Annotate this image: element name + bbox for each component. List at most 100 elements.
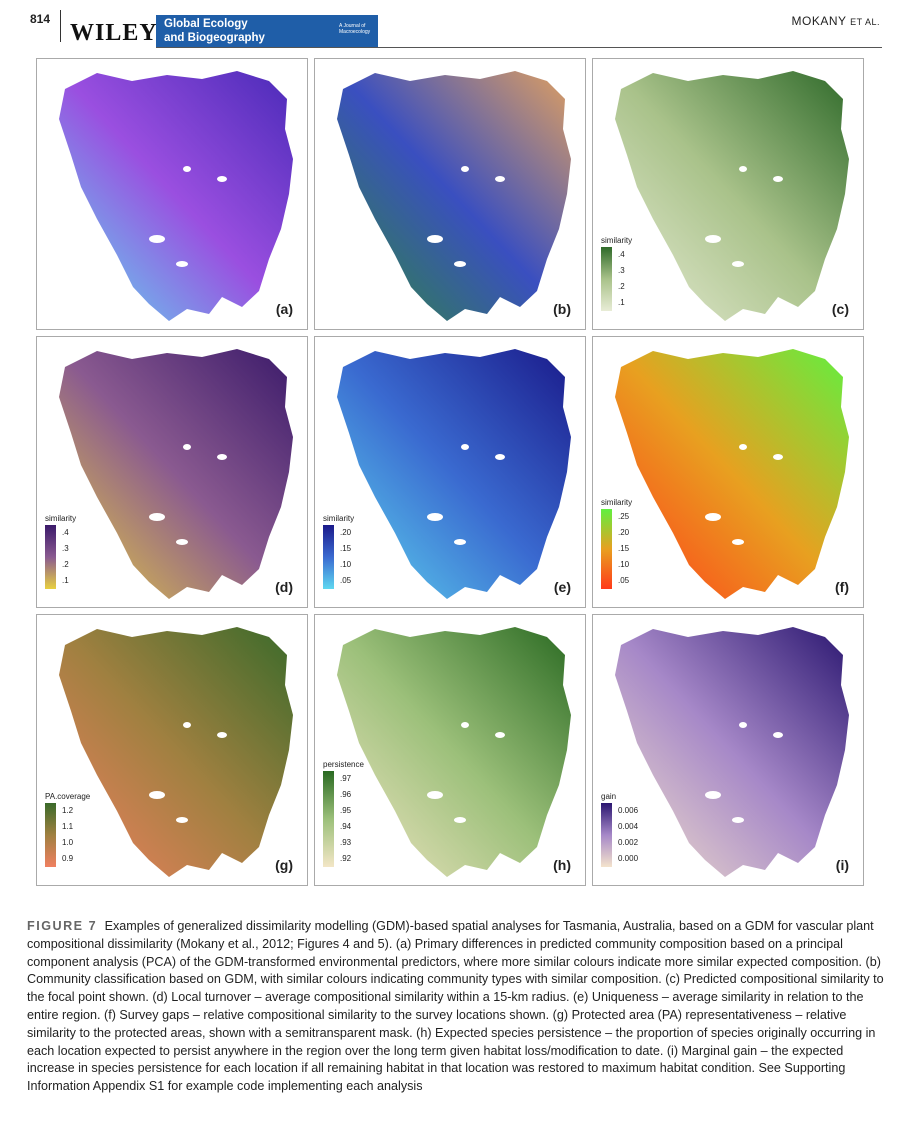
legend-tick: .10 (618, 560, 630, 569)
panel-label: (g) (275, 857, 293, 873)
lake-mark (773, 176, 783, 182)
lake-mark (705, 791, 721, 799)
header-divider (60, 10, 61, 42)
legend-colorbar (45, 525, 56, 589)
island-shape (337, 627, 571, 877)
panel-label: (d) (275, 579, 293, 595)
legend-tick: 0.004 (618, 822, 639, 831)
lake-mark (454, 261, 466, 267)
legend-tick: .05 (340, 576, 352, 585)
legend-tick: .2 (618, 282, 625, 291)
panel-label: (e) (553, 579, 571, 595)
lake-mark (461, 166, 469, 172)
lake-mark (217, 454, 227, 460)
legend-colorbar (323, 771, 334, 867)
lake-mark (217, 732, 227, 738)
panel-label: (b) (553, 301, 571, 317)
island-shape (615, 627, 849, 877)
lake-mark (454, 539, 466, 545)
map-panel-d: similarity .4 .3 .2 .1 (d) (36, 336, 308, 608)
map-panel-f: similarity .25 .20 .15 .10 .05 (f) (592, 336, 864, 608)
lake-mark (739, 722, 747, 728)
legend-title: persistence (323, 760, 364, 769)
page-header: 814 WILEY Global Ecology and Biogeograph… (0, 0, 912, 50)
lake-mark (217, 176, 227, 182)
legend-tick: 1.0 (62, 838, 74, 847)
map-panel-i: gain 0.006 0.004 0.002 0.000 (i) (592, 614, 864, 886)
map-panel-g: PA.coverage 1.2 1.1 1.0 0.9 (g) (36, 614, 308, 886)
legend-tick: .1 (62, 576, 69, 585)
legend-colorbar (45, 803, 56, 867)
legend-tick: .1 (618, 298, 625, 307)
caption-text: Examples of generalized dissimilarity mo… (27, 919, 884, 1094)
journal-banner: Global Ecology and Biogeography A Journa… (156, 15, 378, 47)
publisher-logo: WILEY (70, 20, 158, 46)
legend-tick: 0.9 (62, 854, 74, 863)
lake-mark (183, 722, 191, 728)
lake-mark (183, 166, 191, 172)
legend-tick: .93 (340, 838, 352, 847)
lake-mark (149, 513, 165, 521)
lake-mark (176, 261, 188, 267)
map-panel-e: similarity .20 .15 .10 .05 (e) (314, 336, 586, 608)
legend-tick: .97 (340, 774, 352, 783)
lake-mark (454, 817, 466, 823)
journal-title-line2: and Biogeography (164, 32, 265, 44)
legend-tick: .25 (618, 512, 630, 521)
figure-caption: FIGURE 7 Examples of generalized dissimi… (27, 918, 885, 1096)
journal-title-line1: Global Ecology (164, 18, 248, 30)
legend-tick: 0.000 (618, 854, 639, 863)
lake-mark (495, 454, 505, 460)
tasmania-map-c (615, 71, 849, 321)
legend-tick: .20 (618, 528, 630, 537)
legend-tick: .10 (340, 560, 352, 569)
legend-tick: .2 (62, 560, 69, 569)
island-shape (337, 71, 571, 321)
lake-mark (461, 444, 469, 450)
authors-name: MOKANY (791, 14, 847, 28)
journal-tagline: A Journal of Macroecology (339, 23, 371, 35)
legend-colorbar (323, 525, 334, 589)
legend-c: similarity .4 .3 .2 .1 (601, 236, 632, 311)
panel-label: (f) (835, 579, 849, 595)
legend-tick: 0.006 (618, 806, 639, 815)
lake-mark (705, 513, 721, 521)
legend-title: similarity (601, 498, 633, 507)
island-shape (59, 349, 293, 599)
legend-tick: .05 (618, 576, 630, 585)
island-shape (615, 349, 849, 599)
tasmania-map-h (337, 627, 571, 877)
legend-tick: .94 (340, 822, 352, 831)
legend-f: similarity .25 .20 .15 .10 .05 (601, 498, 632, 589)
map-panel-h: persistence .97 .96 .95 .94 .93 .92 (h) (314, 614, 586, 886)
legend-tick: .3 (62, 544, 69, 553)
tasmania-map-d (59, 349, 293, 599)
lake-mark (149, 791, 165, 799)
running-head-authors: MOKANY ET AL. (792, 14, 881, 28)
legend-tick: 1.1 (62, 822, 74, 831)
lake-mark (461, 722, 469, 728)
legend-title: similarity (323, 514, 355, 523)
legend-tick: .15 (340, 544, 352, 553)
tasmania-map-f (615, 349, 849, 599)
legend-tick: .15 (618, 544, 630, 553)
legend-tick: .95 (340, 806, 352, 815)
legend-tick: 0.002 (618, 838, 639, 847)
legend-e: similarity .20 .15 .10 .05 (323, 514, 354, 589)
legend-title: similarity (45, 514, 77, 523)
lake-mark (732, 261, 744, 267)
lake-mark (183, 444, 191, 450)
legend-title: similarity (601, 236, 633, 245)
map-panel-c: similarity .4 .3 .2 .1 (c) (592, 58, 864, 330)
lake-mark (176, 539, 188, 545)
legend-tick: .4 (62, 528, 69, 537)
lake-mark (495, 176, 505, 182)
legend-tick: .4 (618, 250, 625, 259)
island-shape (59, 71, 293, 321)
island-shape (337, 349, 571, 599)
map-panel-a: (a) (36, 58, 308, 330)
panel-label: (c) (831, 301, 849, 317)
panel-label: (h) (553, 857, 571, 873)
island-shape (59, 627, 293, 877)
panel-label: (i) (835, 857, 849, 873)
